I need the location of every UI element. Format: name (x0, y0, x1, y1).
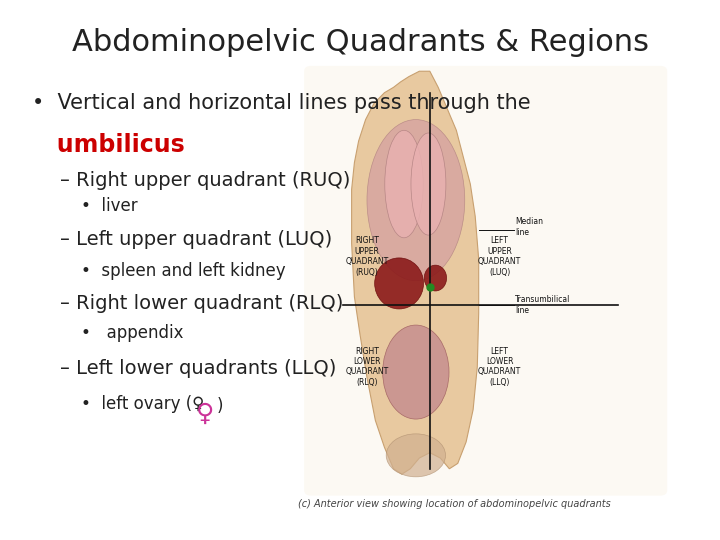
Text: •  left ovary (♀: • left ovary (♀ (81, 395, 204, 413)
Text: ♀: ♀ (196, 402, 214, 426)
Text: umbilicus: umbilicus (32, 133, 184, 157)
Text: •  spleen and left kidney: • spleen and left kidney (81, 262, 285, 280)
Text: – Right lower quadrant (RLQ): – Right lower quadrant (RLQ) (60, 294, 343, 313)
Text: – Left upper quadrant (LUQ): – Left upper quadrant (LUQ) (60, 230, 332, 249)
Polygon shape (351, 71, 479, 474)
Ellipse shape (374, 258, 423, 309)
FancyBboxPatch shape (304, 66, 667, 496)
Ellipse shape (386, 434, 446, 477)
Ellipse shape (383, 325, 449, 419)
Text: •  Vertical and horizontal lines pass through the: • Vertical and horizontal lines pass thr… (32, 93, 531, 113)
Text: RIGHT
UPPER
QUADRANT
(RUQ): RIGHT UPPER QUADRANT (RUQ) (346, 237, 389, 276)
Ellipse shape (367, 119, 464, 281)
Text: •   appendix: • appendix (81, 323, 183, 342)
Ellipse shape (411, 133, 446, 235)
Text: Abdominopelvic Quadrants & Regions: Abdominopelvic Quadrants & Regions (71, 28, 649, 57)
Text: Median
line: Median line (515, 217, 543, 237)
Text: LEFT
UPPER
QUADRANT
(LUQ): LEFT UPPER QUADRANT (LUQ) (478, 237, 521, 276)
Text: Transumbilical
line: Transumbilical line (515, 295, 570, 315)
Text: •  liver: • liver (81, 198, 138, 215)
Text: – Right upper quadrant (RUQ): – Right upper quadrant (RUQ) (60, 171, 350, 190)
Text: LEFT
LOWER
QUADRANT
(LLQ): LEFT LOWER QUADRANT (LLQ) (478, 347, 521, 387)
Text: ): ) (217, 397, 223, 415)
Text: – Left lower quadrants (LLQ): – Left lower quadrants (LLQ) (60, 359, 336, 377)
Ellipse shape (424, 265, 446, 291)
Text: RIGHT
LOWER
QUADRANT
(RLQ): RIGHT LOWER QUADRANT (RLQ) (346, 347, 389, 387)
Ellipse shape (384, 130, 423, 238)
Text: (c) Anterior view showing location of abdominopelvic quadrants: (c) Anterior view showing location of ab… (298, 499, 611, 509)
